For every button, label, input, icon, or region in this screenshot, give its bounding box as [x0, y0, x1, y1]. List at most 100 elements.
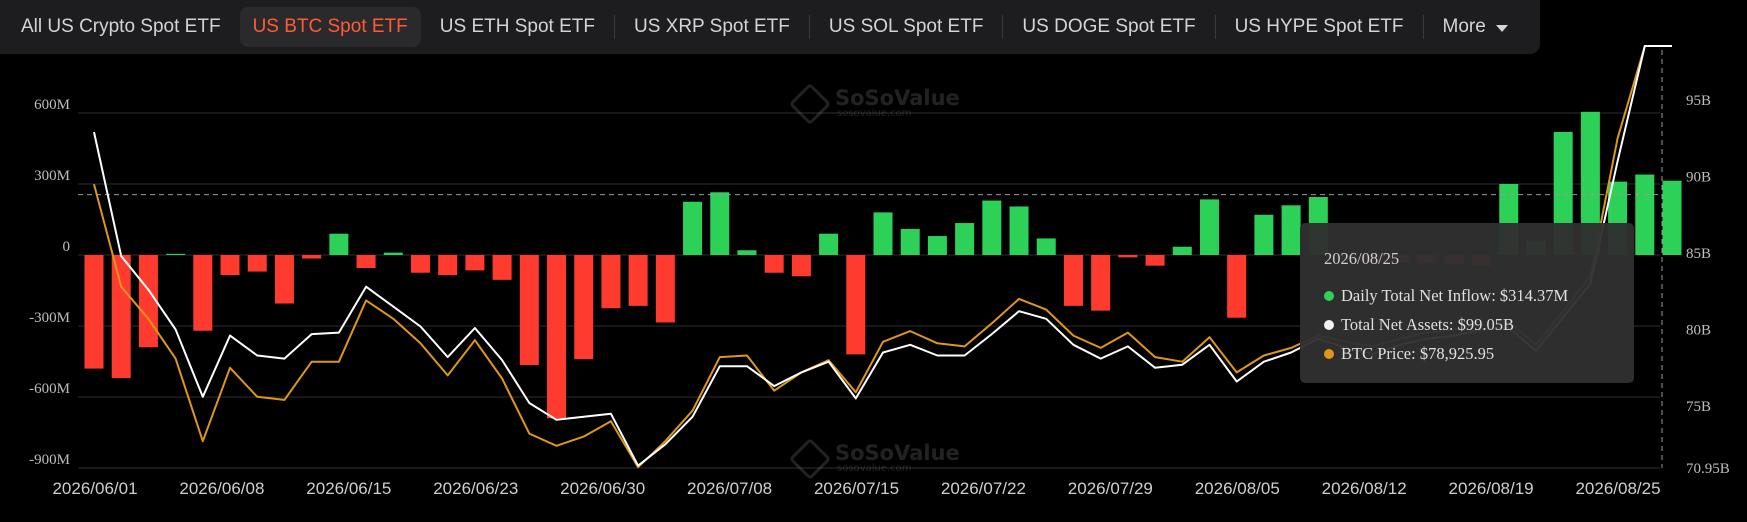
sosovalue-logo-icon [788, 82, 832, 125]
watermark-subtext: sosovalue.com [837, 463, 912, 474]
flow-bar [1281, 205, 1301, 255]
flow-bar [1009, 206, 1029, 255]
flow-bar [329, 233, 349, 255]
flow-bar [220, 255, 240, 276]
flow-bar [601, 255, 621, 309]
flow-bar [710, 192, 730, 255]
x-tick-label: 2026/07/22 [941, 479, 1026, 498]
flow-bar [1036, 238, 1056, 255]
flow-bar [1091, 255, 1111, 311]
sosovalue-logo-icon [788, 437, 832, 480]
y-left-tick-label: 0 [63, 239, 71, 255]
tab-us-xrp-spot-etf[interactable]: US XRP Spot ETF [621, 7, 803, 47]
chevron-down-icon [1495, 24, 1508, 32]
y-right-tick-label: 85B [1686, 246, 1711, 262]
flow-bar [1118, 255, 1138, 258]
tab-label: US ETH Spot ETF [439, 16, 595, 37]
flow-bar [1580, 111, 1600, 255]
flow-bar [737, 250, 757, 255]
flow-bar [519, 255, 539, 366]
green-dot-icon [1324, 290, 1334, 301]
tab-us-hype-spot-etf[interactable]: US HYPE Spot ETF [1222, 7, 1417, 47]
flow-bar [410, 255, 430, 273]
x-tick-label: 2026/06/01 [52, 479, 137, 498]
more-label: More [1442, 16, 1486, 37]
flow-bar [927, 236, 947, 255]
sosovalue-watermark: SoSoValue sosovalue.com [788, 82, 960, 125]
watermark-text: SoSoValue [835, 441, 960, 465]
flow-bar [1254, 214, 1274, 255]
flow-bar [274, 255, 294, 304]
x-tick-label: 2026/07/15 [814, 479, 899, 498]
x-tick-label: 2026/07/29 [1068, 479, 1153, 498]
y-right-tick-label: 75B [1686, 399, 1711, 415]
x-tick-label: 2026/06/23 [433, 479, 518, 498]
flow-bar [356, 255, 376, 269]
flow-bar [465, 255, 485, 271]
flow-bar [193, 255, 213, 331]
y-right-tick-label: 95B [1686, 93, 1711, 109]
flow-bar [84, 255, 104, 369]
flow-bar [791, 255, 811, 277]
flow-bar [574, 255, 594, 360]
x-tick-label: 2026/08/12 [1322, 479, 1407, 498]
tab-us-sol-spot-etf[interactable]: US SOL Spot ETF [816, 7, 997, 47]
tooltip-row-inflow: Daily Total Net Inflow: $314.37M [1324, 281, 1610, 310]
tab-divider [1002, 15, 1004, 39]
tab-all-us-crypto-spot-etf[interactable]: All US Crypto Spot ETF [8, 7, 234, 47]
flow-bar [547, 255, 567, 419]
flow-bar [438, 255, 458, 276]
tooltip-row-assets: Total Net Assets: $99.05B [1324, 310, 1610, 339]
tab-divider [1214, 15, 1216, 39]
flow-bar [1063, 255, 1083, 306]
tab-divider [1422, 15, 1424, 39]
tab-label: US SOL Spot ETF [828, 16, 984, 37]
more-dropdown[interactable]: More [1430, 7, 1521, 47]
flow-bar [982, 200, 1002, 255]
tab-label: US BTC Spot ETF [252, 16, 408, 37]
flow-bar [1227, 255, 1247, 318]
tooltip-row-price: BTC Price: $78,925.95 [1324, 339, 1610, 368]
flow-bar [819, 233, 839, 255]
tab-label: US XRP Spot ETF [633, 16, 790, 37]
flow-bar [111, 255, 131, 379]
flow-bar [764, 255, 784, 273]
x-tick-label: 2026/06/15 [306, 479, 391, 498]
flow-bar [1145, 255, 1165, 266]
sosovalue-watermark: SoSoValue sosovalue.com [788, 437, 960, 480]
flow-bar [247, 255, 267, 272]
watermark-text: SoSoValue [835, 86, 960, 110]
tab-us-doge-spot-etf[interactable]: US DOGE Spot ETF [1009, 7, 1208, 47]
flow-bar [1199, 199, 1219, 255]
y-right-tick-label: 90B [1686, 170, 1711, 186]
flow-bar [628, 255, 648, 306]
x-tick-label: 2026/06/08 [179, 479, 264, 498]
tab-label: US DOGE Spot ETF [1022, 16, 1196, 37]
flow-bar [1172, 246, 1192, 255]
flow-bar [492, 255, 512, 280]
flow-bar [1662, 180, 1682, 255]
white-dot-icon [1324, 319, 1334, 330]
flow-bar [302, 255, 322, 259]
x-tick-label: 2026/06/30 [560, 479, 645, 498]
tab-label: US HYPE Spot ETF [1234, 16, 1404, 37]
chart-tooltip: 2026/08/25 Daily Total Net Inflow: $314.… [1300, 223, 1634, 383]
tab-divider [613, 15, 615, 39]
y-left-tick-label: 600M [34, 97, 70, 113]
etf-tab-bar: All US Crypto Spot ETF US BTC Spot ETF U… [0, 0, 1540, 54]
tooltip-inflow-text: Daily Total Net Inflow: $314.37M [1341, 285, 1569, 305]
y-left-tick-label: -300M [29, 310, 70, 326]
orange-dot-icon [1324, 348, 1334, 359]
tab-label: All US Crypto Spot ETF [21, 16, 221, 37]
flow-bar [873, 212, 893, 255]
flow-bar [1635, 174, 1655, 255]
tab-us-eth-spot-etf[interactable]: US ETH Spot ETF [427, 7, 608, 47]
flow-bar [955, 223, 975, 255]
flow-bar [166, 253, 186, 255]
tooltip-assets-text: Total Net Assets: $99.05B [1341, 314, 1515, 334]
tab-us-btc-spot-etf[interactable]: US BTC Spot ETF [239, 7, 421, 47]
flow-bar [846, 255, 866, 355]
y-left-tick-label: -900M [29, 452, 70, 468]
x-tick-label: 2026/08/05 [1195, 479, 1280, 498]
x-tick-label: 2026/08/19 [1449, 479, 1534, 498]
